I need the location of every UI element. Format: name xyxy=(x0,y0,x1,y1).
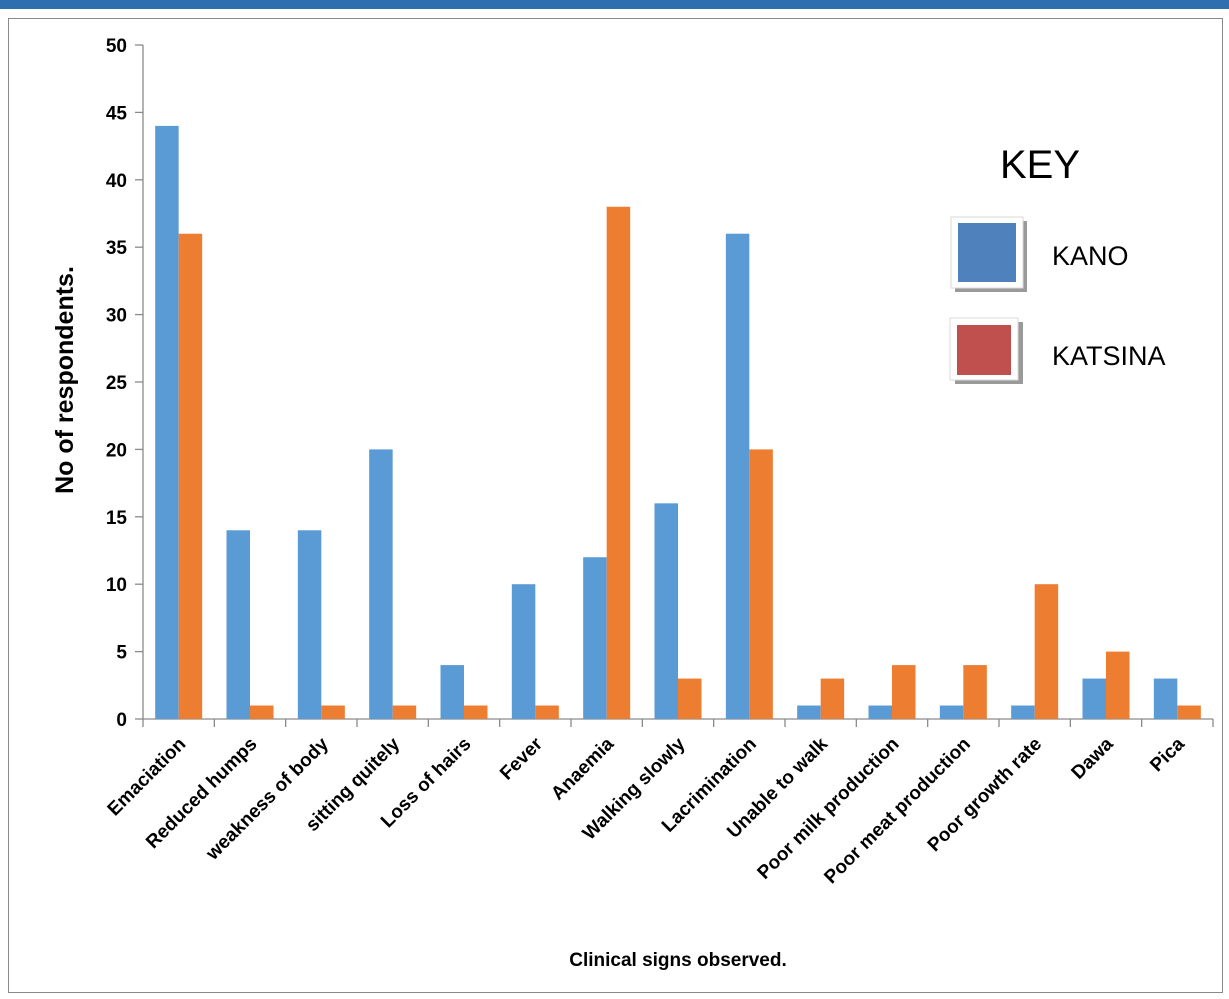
bar-katsina-7 xyxy=(678,678,702,719)
bar-kano-6 xyxy=(583,557,607,719)
bar-katsina-12 xyxy=(1034,584,1059,719)
y-tick-label: 15 xyxy=(106,508,128,529)
legend-key-title: KEY xyxy=(1000,143,1080,187)
y-axis: 0 5 10 15 20 25 30 35 40 45 50 xyxy=(106,36,144,731)
legend-katsina-label: KATSINA xyxy=(1052,341,1166,371)
bar-katsina-10 xyxy=(892,665,916,719)
bar-katsina-2 xyxy=(321,705,345,719)
y-axis-title: No of respondents. xyxy=(51,266,79,494)
y-tick-label: 25 xyxy=(106,373,128,394)
bar-kano-8 xyxy=(725,233,750,719)
category-label: Anaemia xyxy=(547,733,618,804)
bar-kano-4 xyxy=(440,665,464,719)
bar-kano-12 xyxy=(1011,705,1035,719)
bar-kano-1 xyxy=(226,530,250,719)
bar-kano-5 xyxy=(511,584,536,719)
legend-kano-swatch xyxy=(958,223,1016,282)
category-label: Pica xyxy=(1146,733,1189,776)
bar-katsina-3 xyxy=(392,705,417,719)
x-axis xyxy=(142,718,1214,727)
y-tick-label: 0 xyxy=(116,710,127,731)
legend-item-kano: KANO xyxy=(950,216,1129,292)
bar-katsina-8 xyxy=(749,449,773,719)
bar-katsina-9 xyxy=(820,678,845,719)
legend-kano-label: KANO xyxy=(1052,241,1129,271)
category-label: weakness of body xyxy=(202,733,334,865)
bar-katsina-14 xyxy=(1177,705,1201,719)
bar-katsina-1 xyxy=(250,705,274,719)
legend-item-katsina: KATSINA xyxy=(949,317,1166,384)
bar-katsina-4 xyxy=(464,705,488,719)
y-tick-label: 45 xyxy=(106,103,128,124)
y-tick-label: 35 xyxy=(106,238,128,259)
bar-katsina-6 xyxy=(606,206,631,719)
bar-kano-3 xyxy=(369,449,393,719)
bar-katsina-13 xyxy=(1106,651,1130,719)
bar-kano-10 xyxy=(868,705,892,719)
page-top-rule xyxy=(0,0,1229,9)
y-tick-label: 20 xyxy=(106,440,127,461)
bar-kano-13 xyxy=(1082,678,1106,719)
legend-katsina-swatch xyxy=(957,325,1011,375)
y-tick-label: 40 xyxy=(106,171,127,192)
bars xyxy=(155,125,1201,719)
y-tick-label: 30 xyxy=(106,306,127,327)
x-axis-title: Clinical signs observed. xyxy=(569,950,787,971)
bar-kano-9 xyxy=(797,705,821,719)
bar-kano-11 xyxy=(939,705,964,719)
chart-frame xyxy=(8,18,1223,993)
category-label: Poor milk production xyxy=(754,734,904,884)
bar-katsina-11 xyxy=(963,665,987,719)
bar-kano-2 xyxy=(297,530,322,719)
bar-katsina-0 xyxy=(178,233,203,719)
bar-kano-14 xyxy=(1153,678,1178,719)
category-label: Fever xyxy=(496,733,547,784)
legend-key: KEY KANO KATSINA xyxy=(949,143,1166,384)
bar-katsina-5 xyxy=(535,705,559,719)
bar-kano-7 xyxy=(654,503,678,719)
y-tick-label: 10 xyxy=(106,575,127,596)
y-tick-label: 50 xyxy=(106,36,127,57)
bar-kano-0 xyxy=(155,125,179,719)
y-tick-label: 5 xyxy=(116,643,127,664)
category-label: Dawa xyxy=(1068,733,1118,783)
category-label: Poor meat production xyxy=(820,734,974,888)
